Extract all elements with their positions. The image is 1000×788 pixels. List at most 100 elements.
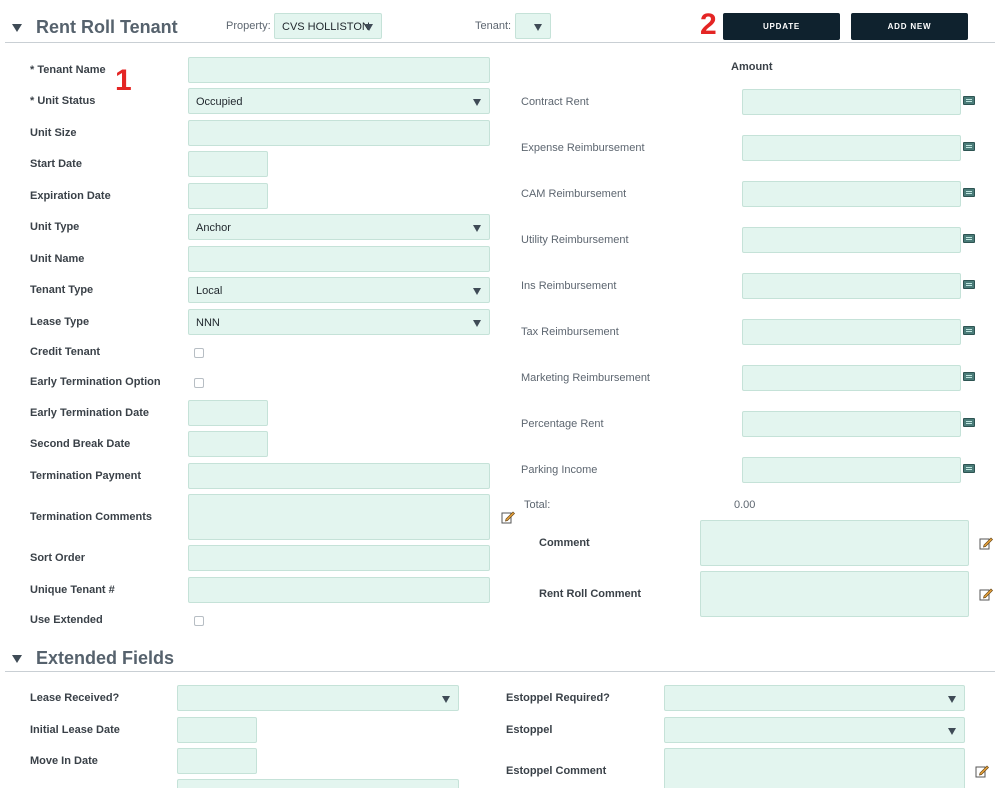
sort-order-input[interactable]	[188, 545, 490, 571]
chevron-down-icon	[948, 696, 956, 703]
amount-row-label: Percentage Rent	[521, 418, 604, 430]
calculator-icon[interactable]	[963, 142, 975, 151]
start-date-input[interactable]	[188, 151, 268, 177]
amount-row-label: Utility Reimbursement	[521, 234, 629, 246]
lease-received-label: Lease Received?	[30, 692, 120, 704]
lease-type-value: NNN	[196, 317, 220, 329]
collapse-extended-icon[interactable]	[12, 655, 22, 663]
lease-type-select[interactable]: NNN	[188, 309, 490, 335]
estoppel-required-label: Estoppel Required?	[506, 692, 610, 704]
amount-row-label: Marketing Reimbursement	[521, 372, 650, 384]
unique-tenant-input[interactable]	[188, 577, 490, 603]
amount-row-input[interactable]	[742, 457, 961, 483]
calculator-icon[interactable]	[963, 234, 975, 243]
calculator-icon[interactable]	[963, 372, 975, 381]
tenant-select[interactable]	[515, 13, 551, 39]
amount-row-input[interactable]	[742, 181, 961, 207]
rent-roll-comment-textarea[interactable]	[700, 571, 969, 617]
unit-status-select[interactable]: Occupied	[188, 88, 490, 114]
calculator-icon[interactable]	[963, 188, 975, 197]
amount-column-header: Amount	[731, 61, 773, 73]
edit-note-icon[interactable]	[975, 764, 989, 778]
section-title-extended-fields: Extended Fields	[36, 648, 175, 668]
property-select[interactable]: CVS HOLLISTON	[274, 13, 382, 39]
edit-note-icon[interactable]	[979, 587, 993, 601]
amount-row-input[interactable]	[742, 89, 961, 115]
comment-textarea[interactable]	[700, 520, 969, 566]
credit-tenant-checkbox[interactable]	[194, 348, 204, 358]
lease-type-label: Lease Type	[30, 316, 90, 328]
early-termination-option-label: Early Termination Option	[30, 376, 161, 388]
section-title-rent-roll-tenant: Rent Roll Tenant	[36, 17, 178, 37]
chevron-down-icon	[473, 99, 481, 106]
unit-type-select[interactable]: Anchor	[188, 214, 490, 240]
chevron-down-icon	[473, 288, 481, 295]
amount-row-input[interactable]	[742, 273, 961, 299]
unit-name-label: Unit Name	[30, 253, 85, 265]
move-in-date-label: Move In Date	[30, 755, 98, 767]
calculator-icon[interactable]	[963, 326, 975, 335]
chevron-down-icon	[534, 24, 542, 31]
tenant-type-label: Tenant Type	[30, 284, 94, 296]
amount-row-label: Parking Income	[521, 464, 598, 476]
chevron-down-icon	[365, 24, 373, 31]
termination-comments-textarea[interactable]	[188, 494, 490, 540]
calculator-icon[interactable]	[963, 280, 975, 289]
unit-type-value: Anchor	[196, 222, 231, 234]
amount-row-label: Ins Reimbursement	[521, 280, 617, 292]
unit-size-input[interactable]	[188, 120, 490, 146]
initial-lease-date-input[interactable]	[177, 717, 257, 743]
expiration-date-input[interactable]	[188, 183, 268, 209]
amount-row-label: Expense Reimbursement	[521, 142, 645, 154]
termination-payment-input[interactable]	[188, 463, 490, 489]
amount-row-label: Contract Rent	[521, 96, 589, 108]
add-new-button[interactable]: ADD NEW	[851, 13, 968, 40]
early-termination-option-checkbox[interactable]	[194, 378, 204, 388]
property-label: Property:	[226, 20, 271, 32]
rent-roll-comment-label: Rent Roll Comment	[539, 588, 642, 600]
second-break-date-input[interactable]	[188, 431, 268, 457]
tenant-type-select[interactable]: Local	[188, 277, 490, 303]
amount-row-label: CAM Reimbursement	[521, 188, 627, 200]
calculator-icon[interactable]	[963, 418, 975, 427]
use-extended-checkbox[interactable]	[194, 616, 204, 626]
annotation-marker-2: 2	[700, 8, 717, 41]
second-break-date-label: Second Break Date	[30, 438, 131, 450]
estoppel-label: Estoppel	[506, 724, 553, 736]
annotation-marker-1: 1	[115, 64, 132, 97]
estoppel-comment-textarea[interactable]	[664, 748, 965, 788]
lease-received-select[interactable]	[177, 685, 459, 711]
amount-row-input[interactable]	[742, 365, 961, 391]
amount-row-input[interactable]	[742, 319, 961, 345]
next-field-input[interactable]	[177, 779, 459, 788]
tenant-name-input[interactable]	[188, 57, 490, 83]
early-termination-date-label: Early Termination Date	[30, 407, 149, 419]
collapse-section-icon[interactable]	[12, 24, 22, 32]
chevron-down-icon	[473, 225, 481, 232]
amount-row-input[interactable]	[742, 227, 961, 253]
unit-name-input[interactable]	[188, 246, 490, 272]
unit-status-value: Occupied	[196, 96, 243, 108]
edit-note-icon[interactable]	[979, 536, 993, 550]
amount-row-input[interactable]	[742, 411, 961, 437]
calculator-icon[interactable]	[963, 464, 975, 473]
edit-note-icon[interactable]	[501, 510, 515, 524]
tenant-type-value: Local	[196, 285, 223, 297]
move-in-date-input[interactable]	[177, 748, 257, 774]
estoppel-select[interactable]	[664, 717, 965, 743]
property-select-value: CVS HOLLISTON	[282, 21, 370, 33]
unit-status-label: * Unit Status	[30, 95, 96, 107]
calculator-icon[interactable]	[963, 96, 975, 105]
update-button[interactable]: UPDATE	[723, 13, 840, 40]
unique-tenant-label: Unique Tenant #	[30, 584, 115, 596]
estoppel-required-select[interactable]	[664, 685, 965, 711]
comment-label: Comment	[539, 537, 590, 549]
initial-lease-date-label: Initial Lease Date	[30, 724, 120, 736]
expiration-date-label: Expiration Date	[30, 190, 111, 202]
start-date-label: Start Date	[30, 158, 82, 170]
early-termination-date-input[interactable]	[188, 400, 268, 426]
use-extended-label: Use Extended	[30, 614, 103, 626]
credit-tenant-label: Credit Tenant	[30, 346, 101, 358]
header-divider	[5, 42, 995, 43]
amount-row-input[interactable]	[742, 135, 961, 161]
